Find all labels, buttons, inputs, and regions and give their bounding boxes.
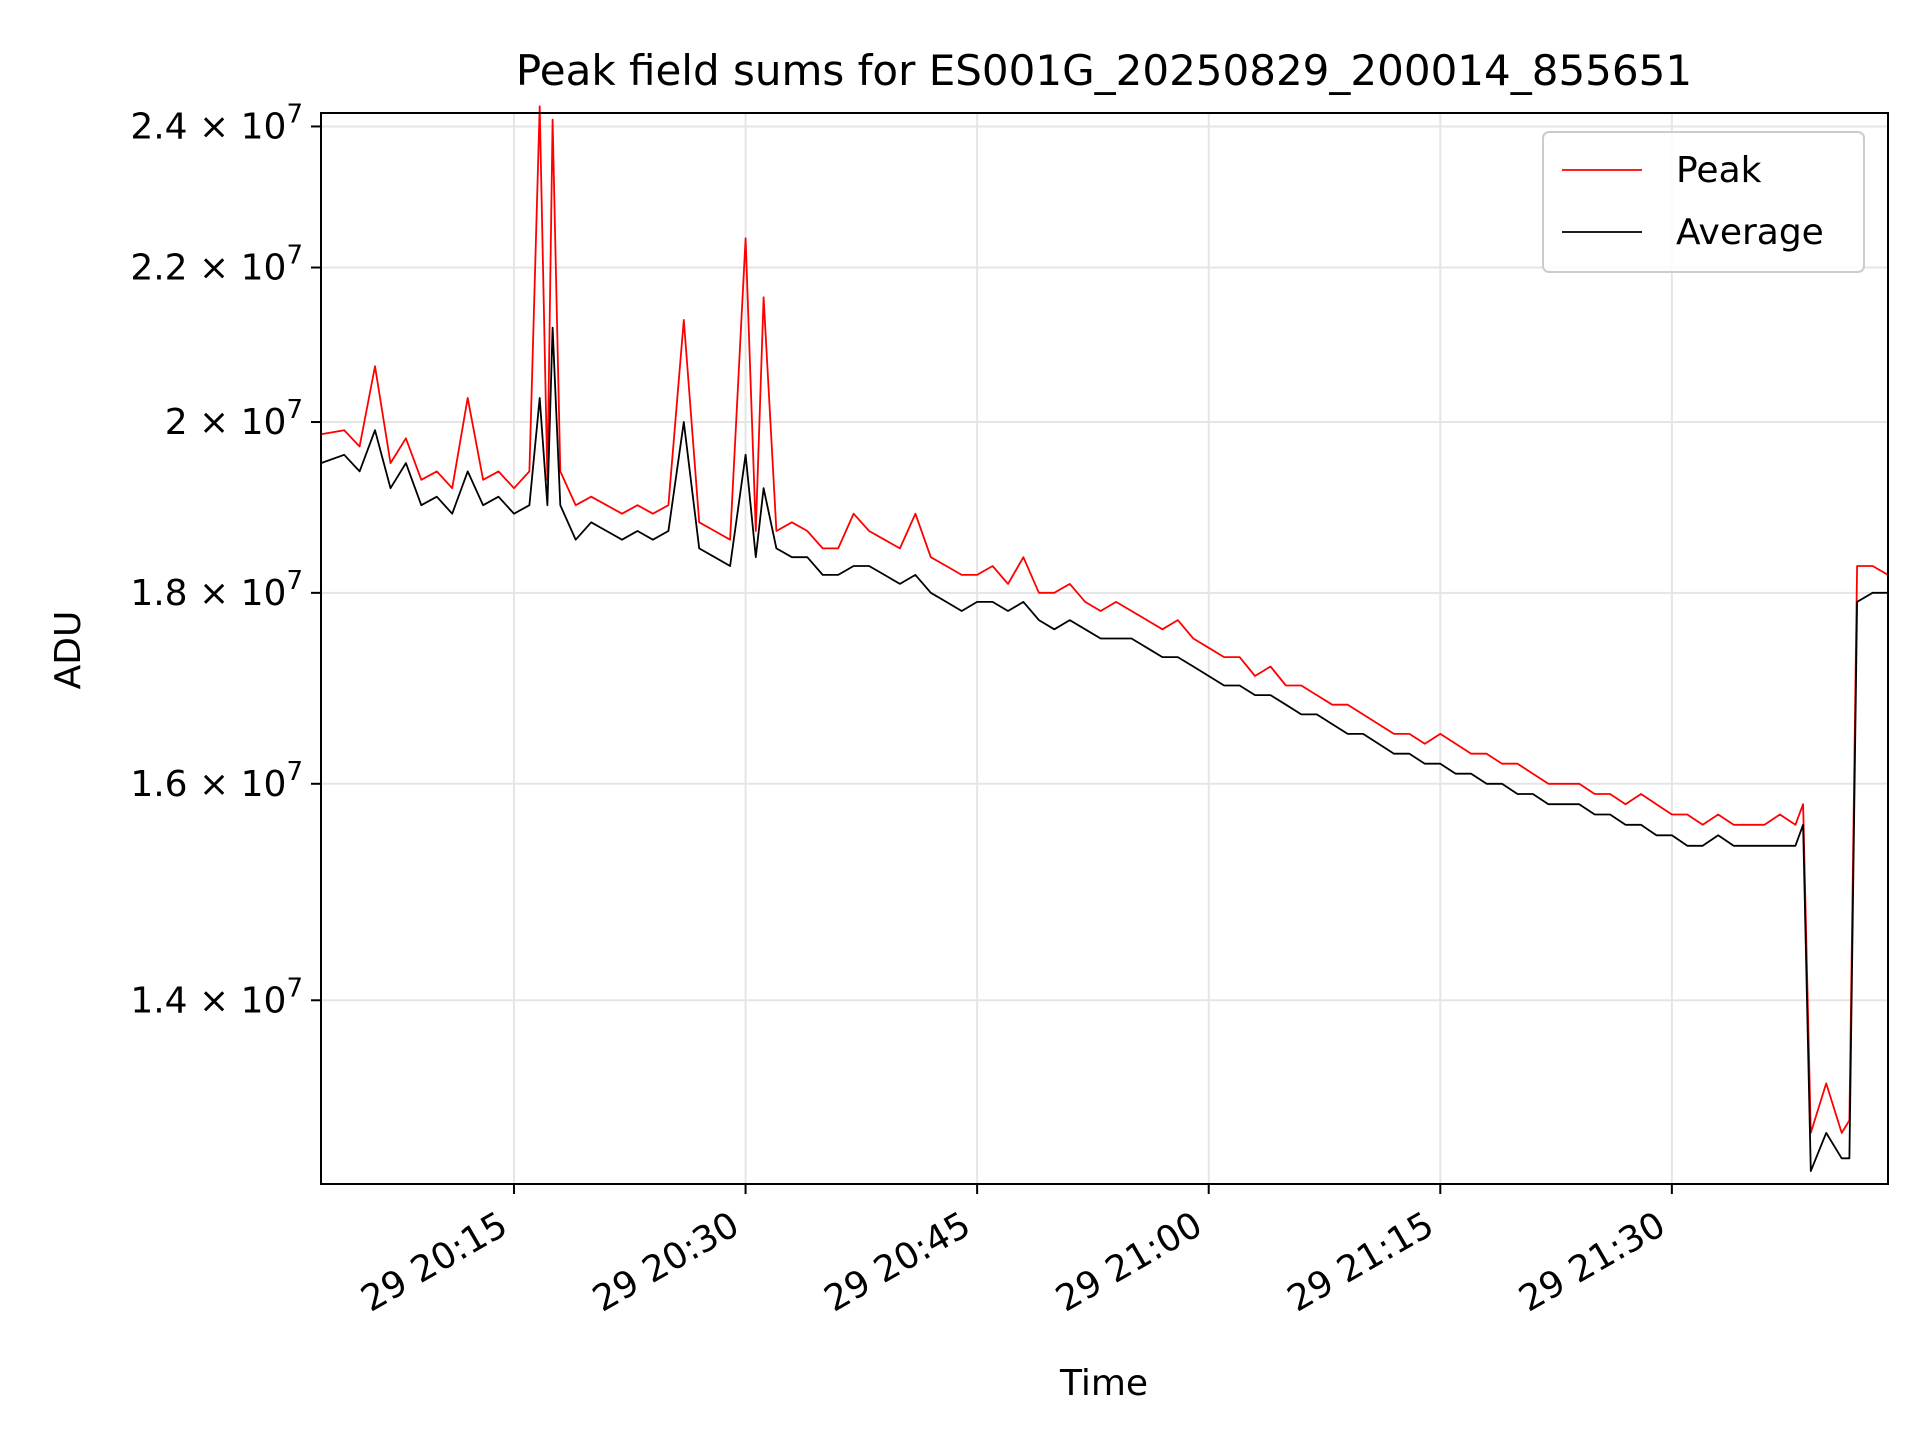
series-line-peak: [320, 105, 1889, 1134]
y-tick-label: 2.4 × 107: [130, 99, 303, 147]
legend: Peak Average: [1542, 131, 1865, 273]
y-tick-label: 2.2 × 107: [130, 241, 303, 289]
y-tick-label: 1.8 × 107: [130, 566, 303, 614]
y-tick-label: 1.4 × 107: [130, 973, 303, 1021]
legend-average-label: Average: [1676, 212, 1824, 253]
legend-peak-label: Peak: [1676, 150, 1762, 191]
y-tick-label: 1.6 × 107: [130, 757, 303, 805]
series-lines: [320, 105, 1889, 1172]
chart-title: Peak field sums for ES001G_20250829_2000…: [516, 46, 1692, 95]
x-axis-label: Time: [1059, 1363, 1148, 1404]
y-axis: 1.4 × 107 1.6 × 107 1.8 × 107 2 × 107 2.2 × …: [130, 99, 321, 1021]
plot-area-frame: [320, 112, 1889, 1185]
y-axis-label: ADU: [48, 611, 89, 690]
y-tick-label: 2 × 107: [165, 395, 303, 443]
series-line-average: [320, 326, 1888, 1172]
legend-box: [1542, 131, 1865, 273]
